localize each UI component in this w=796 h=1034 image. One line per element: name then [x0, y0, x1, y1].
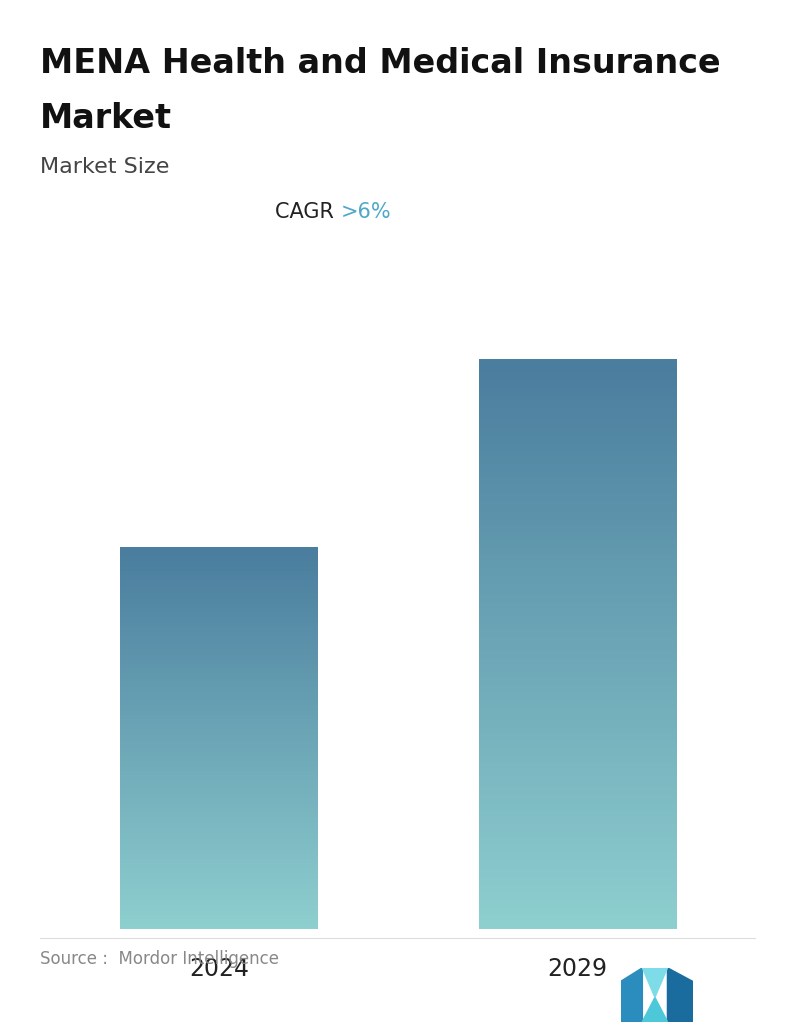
Text: CAGR: CAGR: [275, 203, 341, 222]
Polygon shape: [642, 968, 667, 998]
Polygon shape: [642, 998, 667, 1022]
Text: Source :  Mordor Intelligence: Source : Mordor Intelligence: [40, 949, 279, 968]
Text: Market Size: Market Size: [40, 157, 170, 177]
Text: 2024: 2024: [189, 956, 249, 980]
Text: 2029: 2029: [547, 956, 607, 980]
Text: Market: Market: [40, 102, 172, 135]
Text: >6%: >6%: [341, 203, 392, 222]
Text: MENA Health and Medical Insurance: MENA Health and Medical Insurance: [40, 48, 720, 81]
Polygon shape: [667, 968, 693, 1022]
Polygon shape: [621, 968, 642, 1022]
